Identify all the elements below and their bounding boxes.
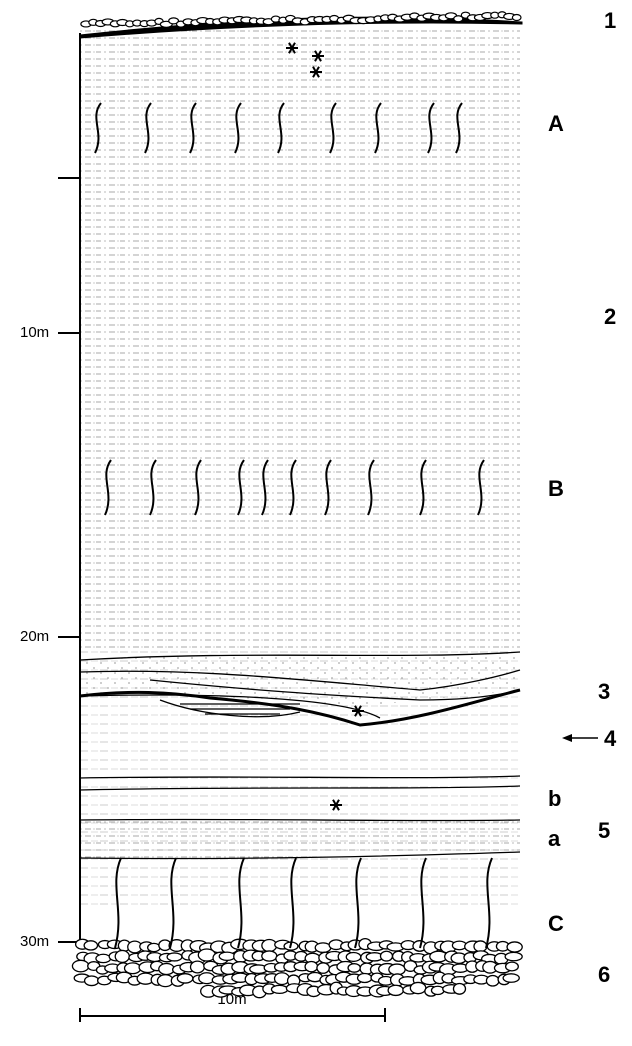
- scale-bar: [79, 1008, 386, 1022]
- unit-number: 4: [604, 726, 617, 751]
- fossil-marker: [310, 66, 322, 78]
- root: [374, 102, 382, 154]
- pebble: [218, 951, 236, 962]
- pebble: [158, 962, 175, 976]
- unit-number: 1: [604, 8, 616, 33]
- pebble: [83, 940, 99, 951]
- root: [234, 102, 242, 154]
- fossil-marker: [286, 42, 298, 54]
- pebble: [114, 949, 130, 964]
- root: [189, 102, 197, 154]
- horizon-letter: C: [548, 911, 564, 936]
- root: [289, 459, 297, 516]
- pebble: [485, 974, 500, 987]
- depth-label: 10m: [20, 324, 49, 341]
- pebble: [511, 13, 522, 22]
- fossil-stroke: [354, 705, 362, 717]
- pebble: [345, 951, 362, 963]
- root: [477, 459, 485, 516]
- root: [104, 459, 112, 516]
- roots: [114, 857, 493, 949]
- roots: [104, 459, 485, 516]
- pebble: [387, 984, 404, 997]
- depth-label: 30m: [20, 933, 49, 950]
- root: [94, 102, 102, 154]
- horizon-letter: b: [548, 786, 561, 811]
- unit-number: 3: [598, 679, 610, 704]
- pebble: [504, 951, 523, 962]
- root: [261, 459, 269, 516]
- pebble: [83, 975, 100, 987]
- pebble: [166, 952, 183, 962]
- arrow: [562, 734, 598, 742]
- fossil-stroke: [288, 42, 296, 54]
- pebble: [356, 972, 373, 984]
- pebble: [506, 941, 523, 953]
- root: [194, 459, 202, 516]
- root: [455, 102, 463, 154]
- root: [237, 459, 245, 516]
- pebble: [176, 973, 194, 984]
- gravel: [80, 11, 522, 28]
- root: [149, 459, 157, 516]
- root: [144, 102, 152, 154]
- gravel: [71, 937, 523, 999]
- layers: [79, 30, 521, 910]
- pebble: [409, 981, 427, 995]
- root: [324, 459, 332, 516]
- horizon-letter: A: [548, 111, 564, 136]
- depth-ticks: [58, 177, 80, 943]
- unit-number: 6: [598, 962, 610, 987]
- pebble: [452, 982, 467, 995]
- root: [169, 857, 177, 949]
- pebble: [189, 960, 206, 974]
- pebble: [314, 942, 332, 954]
- root: [289, 857, 297, 949]
- pebble: [502, 973, 520, 983]
- pebble: [316, 962, 331, 974]
- root: [427, 102, 435, 154]
- horizon-letter: B: [548, 476, 564, 501]
- pebble: [347, 963, 362, 973]
- pebble: [168, 17, 180, 25]
- roots: [94, 102, 463, 154]
- fossil-marker: [312, 50, 324, 62]
- depth-label: 20m: [20, 628, 49, 645]
- pebble: [71, 959, 90, 973]
- root: [329, 102, 337, 154]
- root: [237, 857, 245, 949]
- root: [419, 857, 427, 949]
- root: [485, 857, 493, 949]
- pebble: [379, 950, 394, 962]
- horizon-letter: a: [548, 826, 561, 851]
- pebble: [473, 940, 488, 953]
- root: [367, 459, 375, 516]
- pebble: [273, 972, 291, 986]
- fossil-stroke: [314, 50, 322, 62]
- pebble: [261, 950, 278, 962]
- fossil-stroke: [332, 799, 340, 811]
- pebble: [453, 15, 464, 23]
- root: [354, 857, 362, 949]
- root: [419, 459, 427, 516]
- unit-number: 2: [604, 304, 616, 329]
- pebble: [95, 953, 112, 964]
- pebble: [304, 960, 319, 973]
- unit-number: 5: [598, 818, 610, 843]
- fossil-marker: [330, 799, 342, 811]
- fossil-stroke: [312, 66, 320, 78]
- pebble: [430, 985, 445, 996]
- pebble: [504, 961, 519, 972]
- fossil-marker: [352, 705, 364, 717]
- root: [277, 102, 285, 154]
- root: [114, 857, 122, 949]
- pebble: [270, 984, 289, 995]
